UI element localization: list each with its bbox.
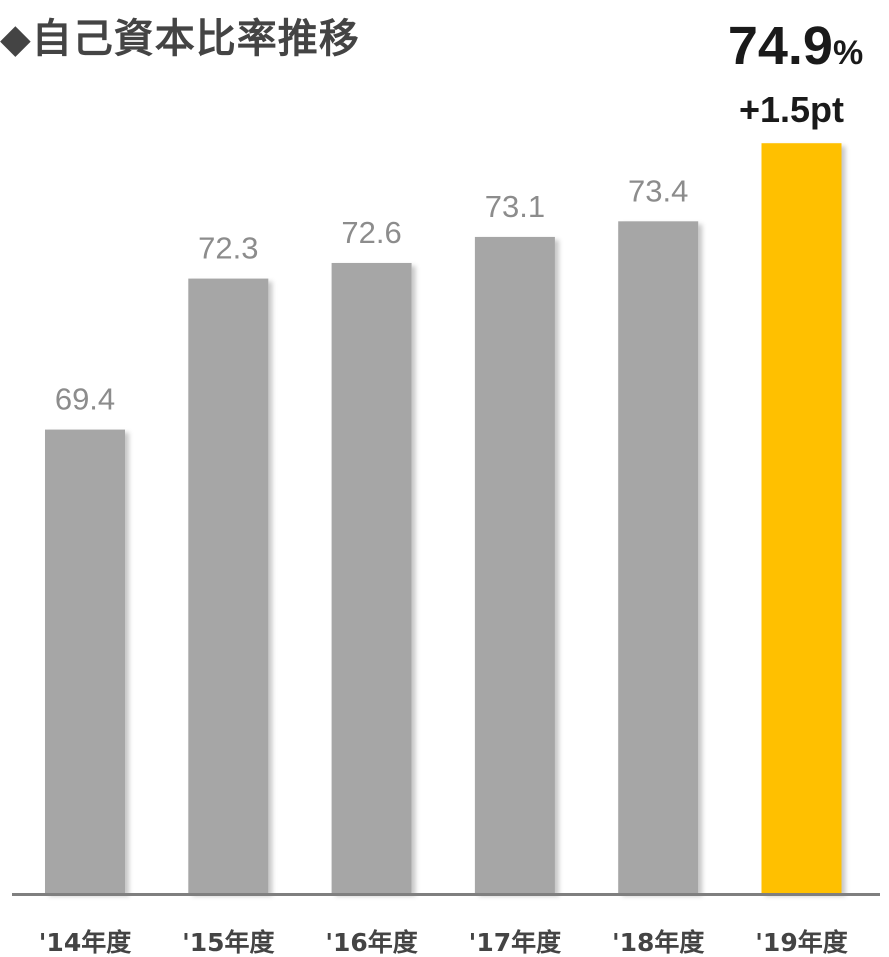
bar-1 — [45, 429, 125, 893]
value-label-4: 73.1 — [485, 189, 545, 224]
category-label-6: '19年度 — [755, 928, 847, 957]
category-label-5: '18年度 — [612, 928, 704, 957]
category-label-3: '16年度 — [325, 928, 417, 957]
value-label-3: 72.6 — [341, 215, 401, 250]
category-label-2: '15年度 — [182, 928, 274, 957]
chart-title: ◆自己資本比率推移 — [0, 17, 360, 61]
bar-3 — [331, 262, 412, 893]
bar-6 — [761, 143, 842, 893]
value-label-5: 73.4 — [628, 173, 688, 208]
highlight-delta: +1.5pt — [739, 89, 844, 130]
bar-4 — [474, 236, 555, 893]
category-label-1: '14年度 — [39, 928, 131, 957]
bar-5 — [618, 221, 699, 893]
category-label-4: '17年度 — [469, 928, 561, 957]
value-label-1: 69.4 — [55, 382, 115, 417]
bar-2 — [188, 278, 269, 894]
value-label-2: 72.3 — [198, 231, 258, 266]
highlight-value: 74.9% — [728, 16, 863, 76]
